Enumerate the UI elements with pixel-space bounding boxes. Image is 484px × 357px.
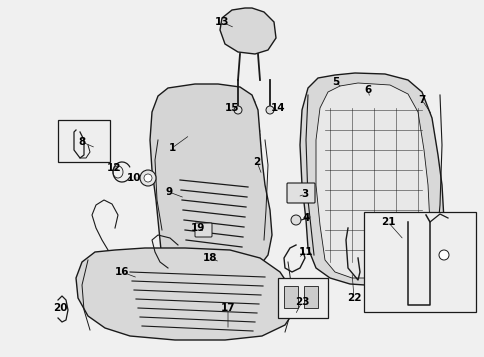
- Text: 4: 4: [302, 213, 309, 223]
- FancyBboxPatch shape: [284, 286, 297, 308]
- Text: 11: 11: [298, 247, 313, 257]
- Circle shape: [265, 106, 273, 114]
- FancyBboxPatch shape: [363, 212, 475, 312]
- Circle shape: [233, 106, 242, 114]
- Text: 23: 23: [294, 297, 309, 307]
- Text: 6: 6: [363, 85, 371, 95]
- FancyBboxPatch shape: [58, 120, 110, 162]
- Text: 12: 12: [106, 163, 121, 173]
- Circle shape: [438, 250, 448, 260]
- Text: 13: 13: [214, 17, 229, 27]
- Text: 16: 16: [115, 267, 129, 277]
- Text: 1: 1: [168, 143, 175, 153]
- Text: 7: 7: [417, 95, 425, 105]
- Text: 20: 20: [53, 303, 67, 313]
- Text: 3: 3: [301, 189, 308, 199]
- Text: 10: 10: [126, 173, 141, 183]
- Text: 14: 14: [270, 103, 285, 113]
- FancyBboxPatch shape: [195, 223, 212, 237]
- Polygon shape: [316, 83, 429, 278]
- Circle shape: [144, 174, 151, 182]
- Text: 8: 8: [78, 137, 86, 147]
- Circle shape: [140, 170, 156, 186]
- Polygon shape: [150, 84, 272, 278]
- Text: 9: 9: [165, 187, 172, 197]
- FancyBboxPatch shape: [287, 183, 314, 203]
- Text: 21: 21: [380, 217, 394, 227]
- Text: 5: 5: [332, 77, 339, 87]
- Polygon shape: [300, 73, 443, 286]
- Polygon shape: [220, 8, 275, 54]
- Polygon shape: [76, 248, 294, 340]
- Text: 18: 18: [202, 253, 217, 263]
- Text: 15: 15: [224, 103, 239, 113]
- FancyBboxPatch shape: [303, 286, 318, 308]
- Text: 19: 19: [190, 223, 205, 233]
- Text: 17: 17: [220, 303, 235, 313]
- Text: 2: 2: [253, 157, 260, 167]
- Circle shape: [290, 215, 301, 225]
- Text: 22: 22: [346, 293, 361, 303]
- FancyBboxPatch shape: [277, 278, 327, 318]
